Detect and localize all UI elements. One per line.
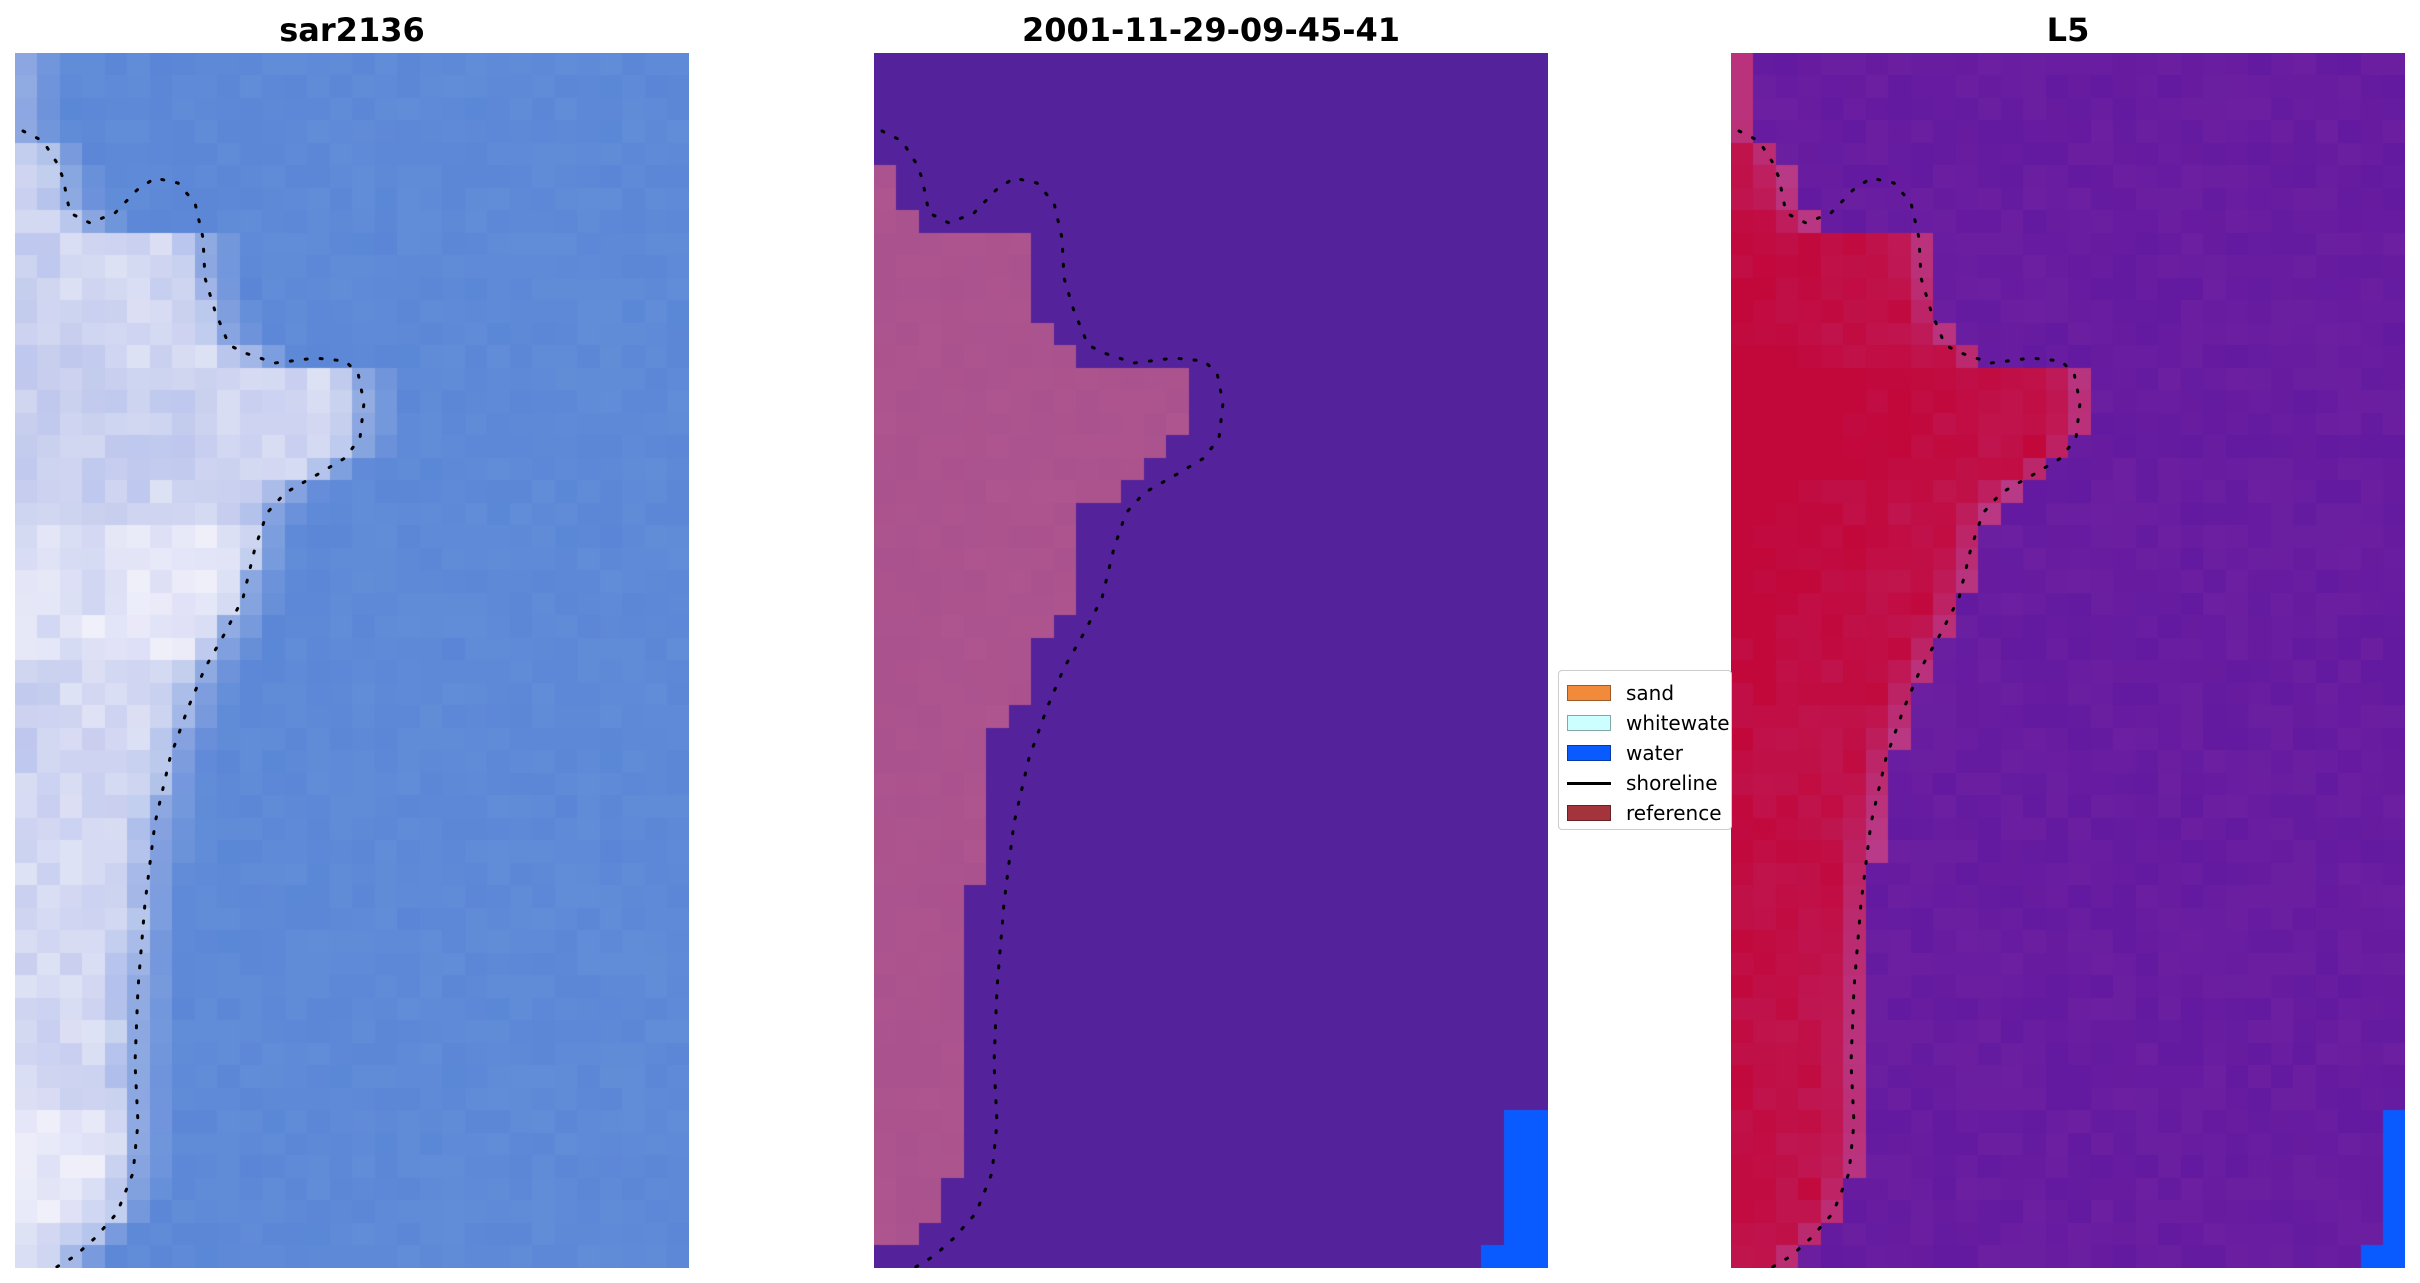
legend-label-reference: reference — [1626, 801, 1722, 825]
legend-entry-shoreline: shoreline — [1559, 769, 1731, 797]
index-raster — [1731, 53, 2405, 1268]
reference-swatch — [1567, 805, 1611, 821]
legend-label-shoreline: shoreline — [1626, 771, 1718, 795]
index-image-panel — [1731, 53, 2405, 1268]
legend-entry-sand: sand — [1559, 679, 1731, 707]
rgb-image-panel — [15, 53, 689, 1268]
shoreline-overlay-rgb — [21, 129, 366, 1268]
whitewater-swatch — [1567, 715, 1611, 731]
shoreline-path — [1737, 129, 2082, 1268]
legend-label-whitewater: whitewater — [1626, 711, 1732, 735]
panel-title-classification: 2001-11-29-09-45-41 — [1021, 11, 1401, 49]
panel-title-rgb: sar2136 — [279, 11, 425, 49]
water-swatch — [1567, 745, 1611, 761]
legend-entry-water: water — [1559, 739, 1731, 767]
legend: sand whitewater water shoreline referenc… — [1558, 670, 1732, 830]
legend-label-water: water — [1626, 741, 1683, 765]
rgb-image-raster — [15, 53, 689, 1268]
classification-image-panel — [874, 53, 1548, 1268]
classification-raster — [874, 53, 1548, 1268]
shoreline-path — [880, 129, 1225, 1268]
shoreline-overlay-classification — [880, 129, 1225, 1268]
panel-title-index: L5 — [2046, 11, 2090, 49]
shoreline-line-swatch — [1567, 782, 1611, 785]
legend-entry-reference: reference — [1559, 799, 1731, 827]
legend-entry-whitewater: whitewater — [1559, 709, 1732, 737]
shoreline-path — [21, 129, 366, 1268]
sand-swatch — [1567, 685, 1611, 701]
legend-label-sand: sand — [1626, 681, 1675, 705]
shoreline-overlay-index — [1737, 129, 2082, 1268]
